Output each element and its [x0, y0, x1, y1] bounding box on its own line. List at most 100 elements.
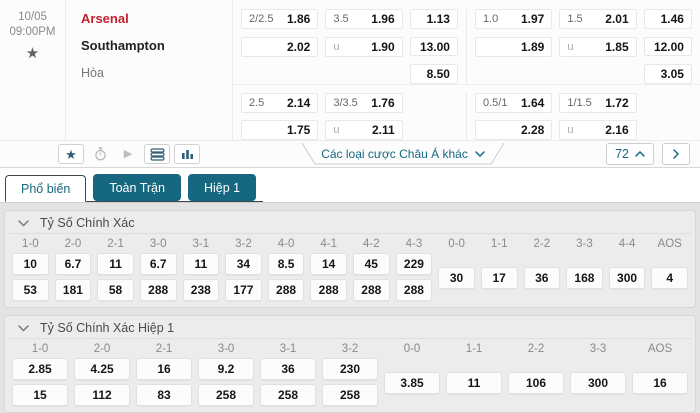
- handicap-odds-cell[interactable]: 2.02: [241, 37, 319, 57]
- score-odds-box[interactable]: 36: [260, 358, 316, 380]
- score-odds-box[interactable]: 2.85: [12, 358, 68, 380]
- match-date: 10/05: [18, 11, 47, 23]
- next-match-button[interactable]: [662, 143, 690, 165]
- tab-first-half[interactable]: Hiệp 1: [187, 174, 257, 201]
- score-odds-box[interactable]: 9.2: [198, 358, 254, 380]
- over-under-column: 1/1.5 1.72 u 2.16: [559, 93, 637, 140]
- handicap-odds-cell[interactable]: 1.75: [241, 120, 319, 140]
- score-odds-box[interactable]: 238: [182, 279, 220, 301]
- score-odds-box[interactable]: 34: [225, 253, 262, 275]
- score-odds-box[interactable]: 4.25: [74, 358, 130, 380]
- handicap-odds-cell[interactable]: 1.0 1.97: [475, 9, 553, 29]
- handicap-odds-cell[interactable]: 2.5 2.14: [241, 93, 319, 113]
- score-odds-box[interactable]: 288: [353, 279, 390, 301]
- handicap-odds-cell[interactable]: 0.5/1 1.64: [475, 93, 553, 113]
- score-odds-box[interactable]: 288: [310, 279, 347, 301]
- score-odds-box[interactable]: 258: [322, 384, 378, 406]
- score-odds-box[interactable]: 16: [632, 371, 688, 394]
- score-odds-box[interactable]: 258: [260, 384, 316, 406]
- favorite-star-icon[interactable]: ★: [25, 45, 40, 62]
- score-odds-box[interactable]: 15: [12, 384, 68, 406]
- score-odds-box[interactable]: 3.85: [384, 371, 440, 394]
- score-odds-box[interactable]: 17: [480, 266, 518, 289]
- score-odds-box[interactable]: 11: [446, 371, 502, 394]
- score-odds-box[interactable]: 58: [97, 279, 134, 301]
- score-odds-box[interactable]: 230: [322, 358, 378, 380]
- score-odds-box[interactable]: 300: [570, 371, 626, 394]
- market-count-button[interactable]: 72: [606, 143, 654, 165]
- score-column-header: 1-0: [22, 238, 39, 250]
- match-panel: 10/05 09:00PM ★ Arsenal Southampton Hòa …: [0, 0, 700, 168]
- over-under-odds-cell[interactable]: u 1.85: [559, 37, 637, 57]
- odds-value: 12.00: [653, 39, 684, 54]
- score-odds-box[interactable]: 16: [136, 358, 192, 380]
- more-asian-markets-dropdown[interactable]: Các loại cược Châu Á khác: [301, 143, 505, 165]
- score-odds-box[interactable]: 288: [395, 279, 433, 301]
- score-odds-box[interactable]: 14: [310, 253, 347, 275]
- score-column-header: AOS: [657, 238, 682, 250]
- odds-block: 2.5 2.14 1.75 3/3.5 1.76 u 2.11: [233, 93, 466, 140]
- over-under-odds-cell[interactable]: 1/1.5 1.72: [559, 93, 637, 113]
- score-section-correct-score-first-half: Tỷ Số Chính Xác Hiệp 1 1-0 2.85 15 2-0 4.25 11…: [4, 315, 696, 413]
- score-odds-box[interactable]: 177: [225, 279, 262, 301]
- score-odds-box[interactable]: 6.7: [54, 253, 92, 275]
- match-time: 09:00PM: [9, 26, 56, 38]
- score-odds-box[interactable]: 30: [438, 266, 475, 289]
- stopwatch-button[interactable]: [88, 144, 112, 164]
- score-odds-box[interactable]: 112: [74, 384, 130, 406]
- over-under-odds-cell[interactable]: 3.5 1.96: [325, 9, 403, 29]
- score-odds-box[interactable]: 8.5: [267, 253, 305, 275]
- favorite-star-button[interactable]: ★: [58, 144, 84, 164]
- score-odds-box[interactable]: 6.7: [139, 253, 177, 275]
- score-odds-box[interactable]: 83: [136, 384, 192, 406]
- score-section-header[interactable]: Tỷ Số Chính Xác: [9, 213, 691, 234]
- over-under-odds-cell[interactable]: u 2.11: [325, 120, 403, 140]
- play-button[interactable]: ▶: [116, 144, 140, 164]
- tab-full-match[interactable]: Toàn Trận: [93, 174, 181, 201]
- one-x-two-odds-cell[interactable]: 3.05: [643, 64, 692, 85]
- score-values: 30: [435, 252, 478, 302]
- over-under-odds-cell[interactable]: 3/3.5 1.76: [325, 93, 403, 113]
- one-x-two-odds-cell[interactable]: 8.50: [409, 64, 458, 85]
- score-values: 9.2 258: [195, 357, 257, 407]
- odds-value: 2.01: [605, 12, 629, 26]
- score-column-header: 2-2: [527, 343, 545, 355]
- score-odds-box[interactable]: 11: [182, 253, 220, 275]
- score-odds-box[interactable]: 53: [12, 279, 49, 301]
- score-column-header: 2-0: [93, 343, 111, 355]
- score-values: 229 288: [393, 252, 436, 302]
- odds-value: 1.89: [520, 40, 545, 54]
- score-odds-box[interactable]: 300: [608, 266, 646, 289]
- score-odds-box[interactable]: 11: [97, 253, 134, 275]
- handicap-odds-cell[interactable]: 1.89: [475, 37, 553, 57]
- score-odds-box[interactable]: 258: [198, 384, 254, 406]
- score-odds-box[interactable]: 45: [353, 253, 390, 275]
- score-values: 230 258: [319, 357, 381, 407]
- one-x-two-odds-cell[interactable]: 1.13: [409, 9, 458, 29]
- over-under-odds-cell[interactable]: u 2.16: [559, 120, 637, 140]
- score-odds-box[interactable]: 4: [651, 266, 688, 289]
- handicap-odds-cell[interactable]: 2/2.5 1.86: [241, 9, 319, 29]
- score-column: 2-1 16 83: [133, 340, 195, 407]
- score-odds-box[interactable]: 288: [139, 279, 177, 301]
- bar-chart-icon: [181, 150, 193, 159]
- score-odds-box[interactable]: 36: [523, 266, 561, 289]
- one-x-two-column: [644, 93, 692, 140]
- over-under-odds-cell[interactable]: u 1.90: [325, 37, 403, 57]
- tab-popular[interactable]: Phổ biến: [5, 175, 87, 202]
- score-section-header[interactable]: Tỷ Số Chính Xác Hiệp 1: [9, 318, 691, 339]
- one-x-two-odds-cell[interactable]: 12.00: [643, 36, 692, 57]
- one-x-two-odds-cell[interactable]: 1.46: [643, 9, 692, 29]
- score-odds-box[interactable]: 168: [566, 266, 603, 289]
- bet-slip-button[interactable]: [144, 144, 170, 164]
- score-odds-box[interactable]: 10: [12, 253, 49, 275]
- score-odds-box[interactable]: 288: [267, 279, 305, 301]
- one-x-two-odds-cell[interactable]: 13.00: [409, 36, 458, 57]
- score-odds-box[interactable]: 229: [395, 253, 433, 275]
- odds-value: 1.75: [286, 123, 311, 137]
- statistics-button[interactable]: [174, 144, 200, 164]
- over-under-odds-cell[interactable]: 1.5 2.01: [559, 9, 637, 29]
- score-odds-box[interactable]: 106: [508, 371, 564, 394]
- score-odds-box[interactable]: 181: [54, 279, 92, 301]
- handicap-odds-cell[interactable]: 2.28: [475, 120, 553, 140]
